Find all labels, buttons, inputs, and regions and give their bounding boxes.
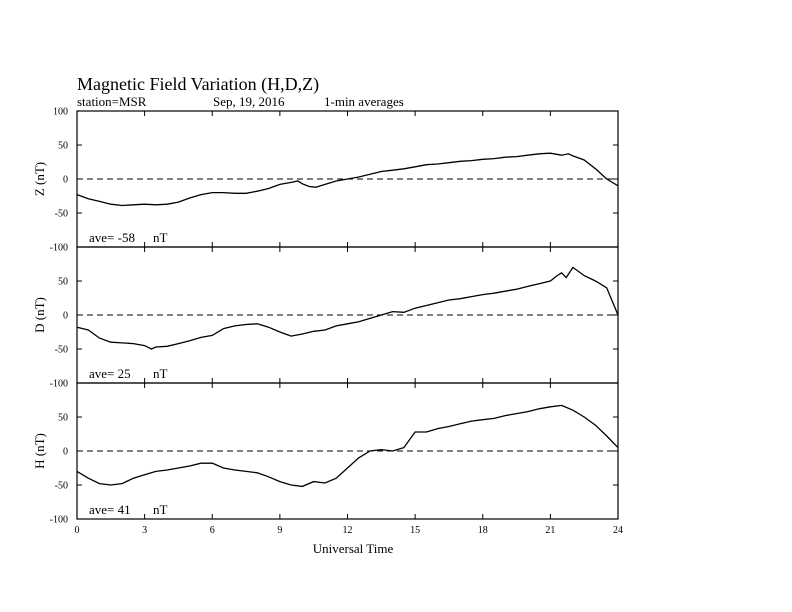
x-tick-label: 9 [277, 525, 282, 536]
y-tick-label: -100 [50, 379, 68, 390]
x-tick-label: 21 [545, 525, 555, 536]
x-tick-label: 12 [343, 525, 353, 536]
y-tick-label: 0 [63, 447, 68, 458]
y-tick-label: 50 [58, 277, 68, 288]
y-tick-label: -50 [55, 209, 68, 220]
x-tick-label: 18 [478, 525, 488, 536]
y-tick-label: -100 [50, 515, 68, 526]
averaging-label: 1-min averages [324, 94, 404, 109]
panel-z-ylabel: Z (nT) [32, 162, 47, 196]
y-tick-label: 50 [58, 413, 68, 424]
panel-z-ave-label: ave= -58 [89, 230, 135, 245]
chart-title: Magnetic Field Variation (H,D,Z) [77, 74, 319, 95]
x-tick-label: 15 [410, 525, 420, 536]
y-tick-label: -100 [50, 243, 68, 254]
panel-d: -100 -50 0 50 D (nT) ave= 25 nT [32, 246, 619, 390]
station-label: station=MSR [77, 94, 147, 109]
y-tick-label: 100 [53, 107, 68, 118]
panel-d-ave-unit: nT [153, 366, 168, 381]
x-tick-label: 0 [75, 525, 80, 536]
panel-h-ylabel: H (nT) [32, 433, 47, 469]
x-tick-label: 3 [142, 525, 147, 536]
x-tick-label: 24 [613, 525, 623, 536]
x-axis-title: Universal Time [313, 541, 394, 556]
panel-d-series-line [76, 266, 619, 350]
panel-h-ave-label: ave= 41 [89, 502, 131, 517]
date-label: Sep, 19, 2016 [213, 94, 285, 109]
y-tick-label: 50 [58, 141, 68, 152]
panel-z-series-line [76, 152, 619, 207]
panel-z-ave-unit: nT [153, 230, 168, 245]
panel-h-ave-unit: nT [153, 502, 168, 517]
panels-group: -100 -50 0 50 100 Z (nT) ave= -58 nT -100 -50 0 50 D… [32, 107, 619, 526]
panel-h-series-line [76, 404, 619, 488]
x-tick-label: 6 [210, 525, 215, 536]
panel-d-ave-label: ave= 25 [89, 366, 131, 381]
y-tick-label: 0 [63, 175, 68, 186]
panel-z: -100 -50 0 50 100 Z (nT) ave= -58 nT [32, 107, 619, 254]
panel-d-ylabel: D (nT) [32, 297, 47, 333]
x-axis: 0 3 6 9 12 15 18 21 24 [75, 525, 624, 536]
y-tick-label: -50 [55, 481, 68, 492]
panel-h: -100 -50 0 50 H (nT) ave= 41 nT [32, 382, 619, 526]
y-tick-label: -50 [55, 345, 68, 356]
y-tick-label: 0 [63, 311, 68, 322]
